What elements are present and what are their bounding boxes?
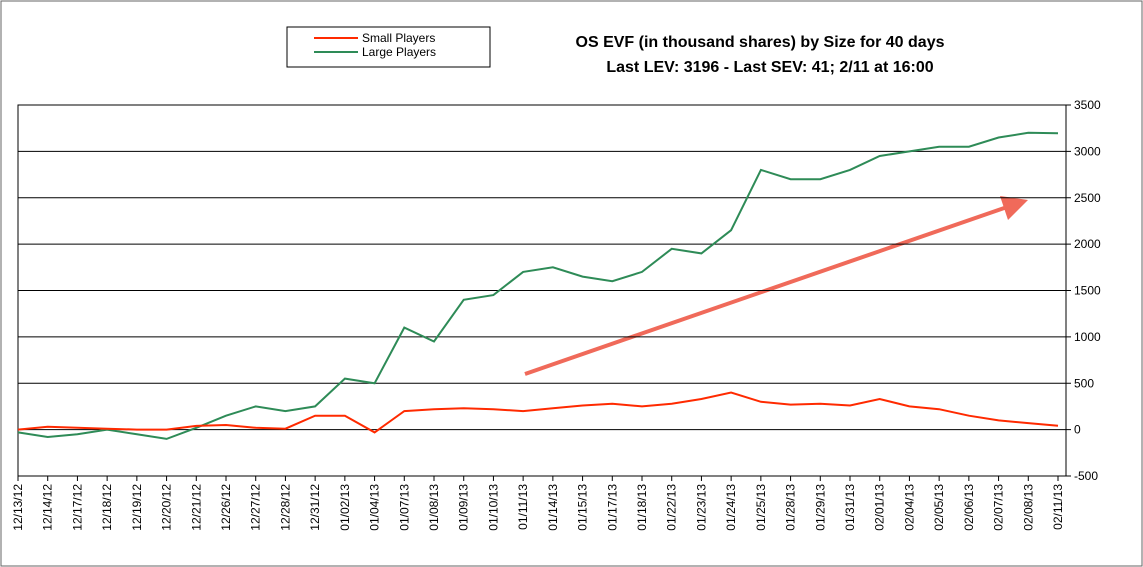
x-tick-label: 01/29/13: [813, 484, 827, 531]
x-tick-label: 01/25/13: [754, 484, 768, 531]
arrow-head: [1000, 196, 1028, 220]
legend-label: Large Players: [362, 45, 436, 59]
x-tick-label: 01/17/13: [605, 484, 619, 531]
x-tick-label: 01/24/13: [724, 484, 738, 531]
x-tick-label: 01/04/13: [368, 484, 382, 531]
x-tick-label: 01/15/13: [576, 484, 590, 531]
x-tick-label: 02/04/13: [902, 484, 916, 531]
y-tick-label: 0: [1074, 423, 1081, 437]
x-tick-label: 01/11/13: [516, 484, 530, 530]
x-tick-label: 12/31/12: [308, 484, 322, 531]
x-tick-label: 02/06/13: [962, 484, 976, 531]
x-tick-label: 01/14/13: [546, 484, 560, 531]
x-tick-label: 12/19/12: [130, 484, 144, 531]
legend-label: Small Players: [362, 31, 435, 45]
x-tick-label: 12/20/12: [160, 484, 174, 531]
x-tick-label: 12/26/12: [219, 484, 233, 531]
x-tick-label: 02/01/13: [873, 484, 887, 531]
x-tick-label: 12/27/12: [249, 484, 263, 531]
y-tick-label: 2500: [1074, 191, 1101, 205]
x-tick-label: 02/07/13: [992, 484, 1006, 531]
chart-title: OS EVF (in thousand shares) by Size for …: [576, 34, 945, 51]
y-tick-label: 3500: [1074, 98, 1101, 112]
chart-subtitle: Last LEV: 3196 - Last SEV: 41; 2/11 at 1…: [606, 59, 933, 76]
x-tick-label: 01/07/13: [397, 484, 411, 531]
x-tick-label: 12/18/12: [100, 484, 114, 531]
legend-box: [286, 26, 491, 68]
x-tick-label: 12/28/12: [278, 484, 292, 531]
y-tick-label: 3000: [1074, 144, 1101, 158]
y-tick-label: 2000: [1074, 237, 1101, 251]
x-tick-label: 12/14/12: [41, 484, 55, 531]
x-tick-label: 12/17/12: [70, 484, 84, 531]
x-tick-label: 02/05/13: [932, 484, 946, 531]
x-tick-label: 01/09/13: [457, 484, 471, 531]
y-tick-label: 500: [1074, 376, 1094, 390]
series-line: [17, 391, 1059, 434]
x-tick-label: 01/08/13: [427, 484, 441, 531]
x-tick-label: 12/21/12: [189, 484, 203, 531]
x-tick-label: 01/02/13: [338, 484, 352, 531]
x-tick-label: 01/18/13: [635, 484, 649, 531]
y-tick-label: 1000: [1074, 330, 1101, 344]
x-tick-label: 02/11/13: [1051, 484, 1065, 530]
x-tick-label: 01/28/13: [784, 484, 798, 531]
x-tick-label: 12/13/12: [11, 484, 25, 531]
x-tick-label: 01/22/13: [665, 484, 679, 531]
x-tick-label: 01/23/13: [694, 484, 708, 531]
x-tick-label: 01/31/13: [843, 484, 857, 531]
x-tick-label: 01/10/13: [486, 484, 500, 531]
y-tick-label: 1500: [1074, 284, 1101, 298]
x-tick-label: 02/08/13: [1021, 484, 1035, 531]
y-tick-label: -500: [1074, 469, 1098, 483]
series-line: [17, 131, 1059, 440]
